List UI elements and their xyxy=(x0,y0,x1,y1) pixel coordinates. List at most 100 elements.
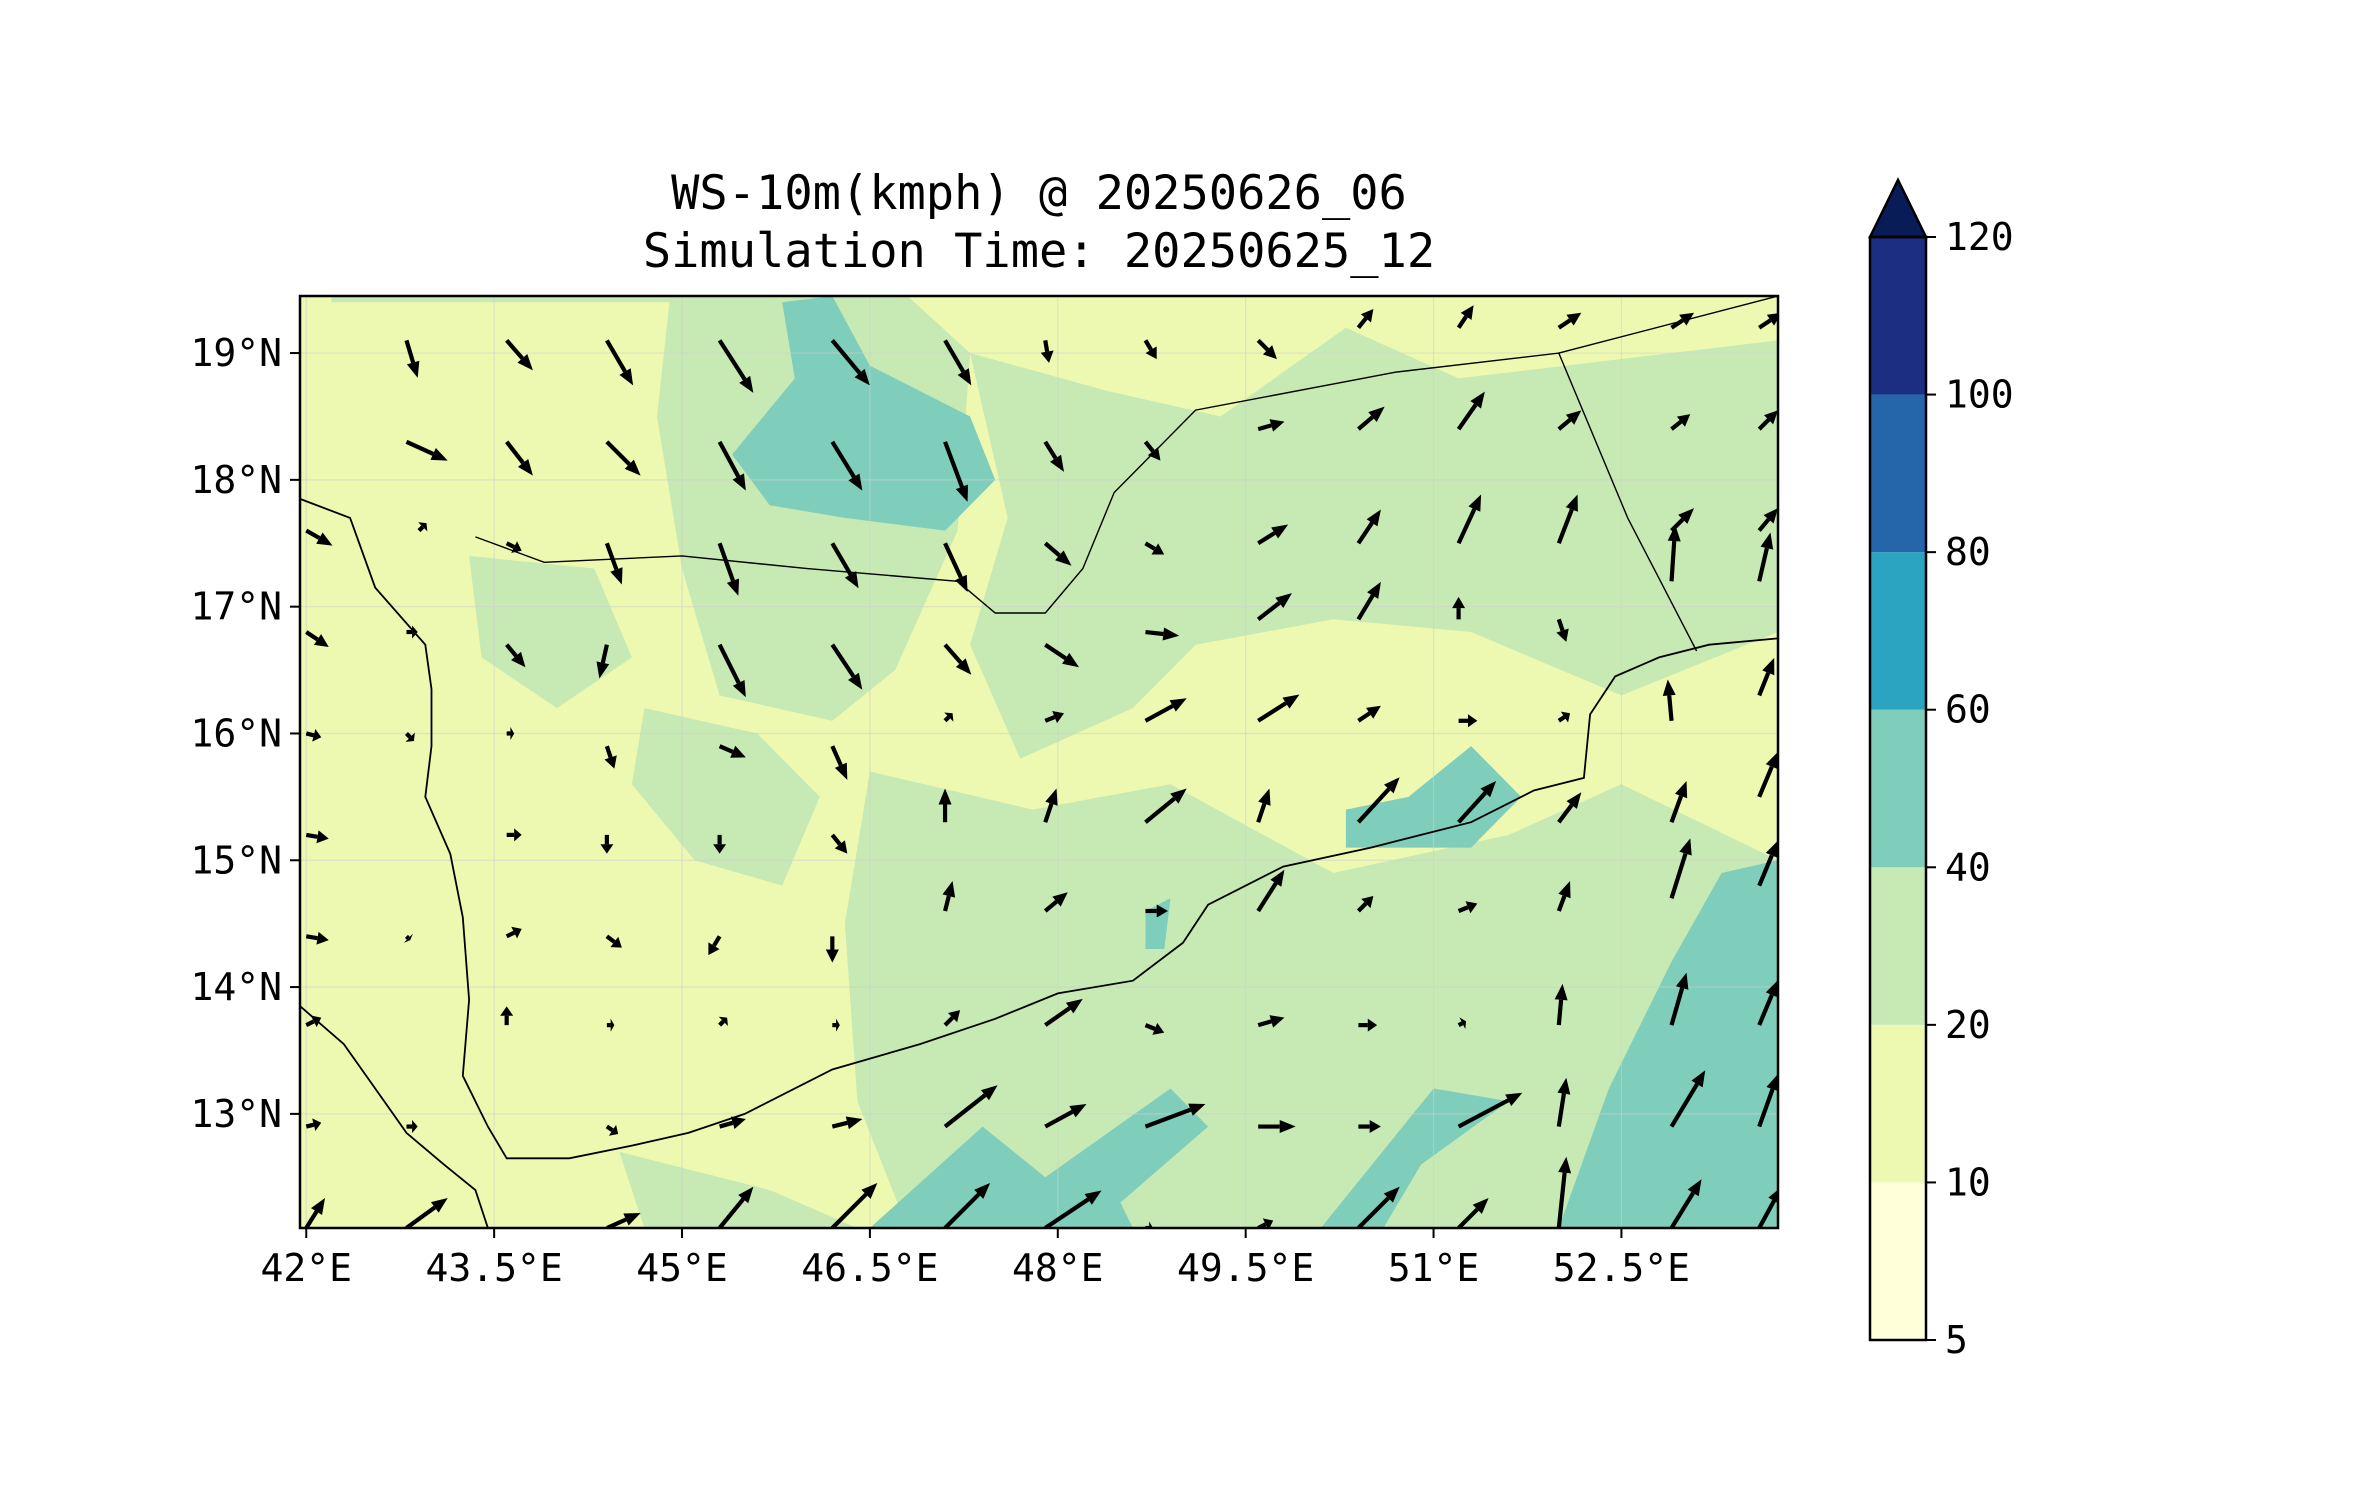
wind-vector-arrow xyxy=(1144,1022,1165,1035)
wind-vector-arrow xyxy=(305,729,322,742)
wind-vector-arrow xyxy=(604,542,623,585)
wind-speed-region-3 xyxy=(631,708,820,886)
y-tick-label-4: 15°N xyxy=(190,838,282,882)
wind-vector-arrow xyxy=(1452,596,1466,620)
wind-vector-arrow xyxy=(1257,419,1285,432)
wind-vector-arrow xyxy=(1258,1120,1296,1134)
wind-vector-arrow xyxy=(1458,714,1478,728)
y-tick-label-1: 18°N xyxy=(190,458,282,502)
wind-vector-arrow xyxy=(606,1018,615,1032)
wind-vector-arrow xyxy=(1256,788,1271,823)
wind-vector-arrow xyxy=(605,440,641,476)
wind-speed-region-4 xyxy=(469,555,632,709)
colorbar-segment-5 xyxy=(1870,394,1926,553)
wind-speed-region-5 xyxy=(619,1151,858,1228)
wind-vector-arrow xyxy=(1757,532,1774,582)
colorbar-segment-6 xyxy=(1870,237,1926,395)
wind-vector-arrow xyxy=(600,834,614,854)
colorbar-label-1: 10 xyxy=(1945,1160,1991,1204)
wind-vector-arrow xyxy=(1669,780,1688,823)
wind-vector-arrow xyxy=(1144,541,1165,555)
country-border-0 xyxy=(475,352,1698,652)
colorbar: 5 10 20 40 60 80 100 120 xyxy=(1867,177,2014,1362)
wind-vector-arrow xyxy=(1044,1190,1102,1228)
wind-vector-arrow xyxy=(943,542,968,593)
wind-vector-arrow xyxy=(506,828,522,842)
wind-vector-arrow xyxy=(943,1085,998,1129)
wind-vector-arrow xyxy=(506,726,515,740)
wind-vector-arrow xyxy=(717,643,746,698)
wind-vector-arrow xyxy=(1556,1156,1572,1228)
map-frame xyxy=(298,294,1780,1230)
y-tick-label-2: 17°N xyxy=(190,585,282,629)
wind-speed-region-9 xyxy=(1558,860,1778,1228)
wind-vector-arrow xyxy=(1144,788,1187,824)
wind-vector-arrow xyxy=(718,1016,728,1027)
wind-vector-arrow xyxy=(942,880,956,912)
wind-vector-arrow xyxy=(1757,1189,1778,1228)
wind-vector-arrow xyxy=(1043,541,1072,566)
wind-vector-arrow xyxy=(1040,340,1054,363)
wind-speed-region-6 xyxy=(732,296,996,531)
wind-vector-arrow xyxy=(1145,904,1168,918)
x-tick-label-3: 46.5°E xyxy=(801,1246,938,1290)
axis-ticks: 42°E 43.5°E 45°E 46.5°E 48°E 49.5°E 51°E 52.5°E… xyxy=(190,331,1690,1290)
wind-vector-arrow xyxy=(505,440,533,476)
colorbar-extend-triangle xyxy=(1867,177,1929,239)
wind-vector-arrow xyxy=(717,440,746,491)
wind-vector-arrow xyxy=(1670,312,1695,330)
wind-vector-arrow xyxy=(938,788,952,823)
colorbar-label-0: 5 xyxy=(1945,1318,1968,1362)
wind-vector-arrow xyxy=(1670,508,1695,533)
wind-vector-arrow xyxy=(1757,751,1778,798)
x-tick-label-1: 43.5°E xyxy=(426,1246,563,1290)
wind-vector-arrow xyxy=(505,338,533,371)
wind-vector-arrow xyxy=(713,834,727,854)
wind-vector-arrow xyxy=(1257,524,1289,546)
wind-vector-arrow xyxy=(1043,892,1068,913)
wind-vector-arrow xyxy=(1145,1221,1153,1228)
wind-vector-arrow xyxy=(1257,1015,1285,1028)
wind-vector-arrow xyxy=(1669,1070,1706,1128)
wind-vector-arrow xyxy=(1143,440,1161,461)
wind-vector-arrow xyxy=(717,542,740,596)
wind-vector-arrow xyxy=(305,931,329,945)
colorbar-label-5: 80 xyxy=(1945,530,1991,574)
wind-vector-arrow xyxy=(405,1198,448,1228)
wind-vector-arrow xyxy=(417,522,428,533)
wind-vector-arrow xyxy=(1669,838,1692,899)
wind-vector-arrow xyxy=(1357,406,1385,431)
wind-vector-arrow xyxy=(830,833,848,854)
wind-vector-arrow xyxy=(605,339,634,386)
wind-vector-arrow xyxy=(1758,313,1778,330)
wind-vector-arrow xyxy=(830,745,848,780)
wind-vector-arrow xyxy=(1757,657,1775,697)
wind-vector-arrow xyxy=(943,339,972,386)
wind-vector-arrow xyxy=(717,339,754,393)
wind-vector-arrow xyxy=(1358,1120,1381,1134)
wind-vector-arrow xyxy=(832,1018,840,1032)
wind-vector-arrow xyxy=(1356,895,1374,913)
wind-vector-arrow xyxy=(604,745,617,769)
wind-vector-arrow xyxy=(305,630,329,648)
wind-vector-arrow xyxy=(1556,880,1571,912)
wind-vector-arrow xyxy=(1456,305,1474,329)
wind-vector-arrow xyxy=(305,830,329,844)
wind-vector-arrow xyxy=(1554,983,1568,1026)
wind-vector-arrow xyxy=(1044,998,1083,1027)
y-tick-label-5: 14°N xyxy=(190,965,282,1009)
wind-vector-arrow xyxy=(305,1015,322,1028)
wind-vector-arrow xyxy=(405,439,448,461)
wind-vector-arrow xyxy=(1357,705,1381,723)
wind-vector-arrow xyxy=(1557,711,1571,723)
colorbar-label-4: 60 xyxy=(1945,688,1991,732)
map-plot-area xyxy=(300,296,1778,1228)
wind-vector-arrow xyxy=(718,744,746,758)
wind-vector-arrow xyxy=(404,339,420,378)
wind-vector-arrow xyxy=(1356,777,1400,824)
wind-vector-arrow xyxy=(943,1183,991,1228)
colorbar-label-7: 120 xyxy=(1945,215,2014,259)
wind-vector-arrow xyxy=(1456,391,1485,431)
colorbar-segment-4 xyxy=(1870,552,1926,710)
